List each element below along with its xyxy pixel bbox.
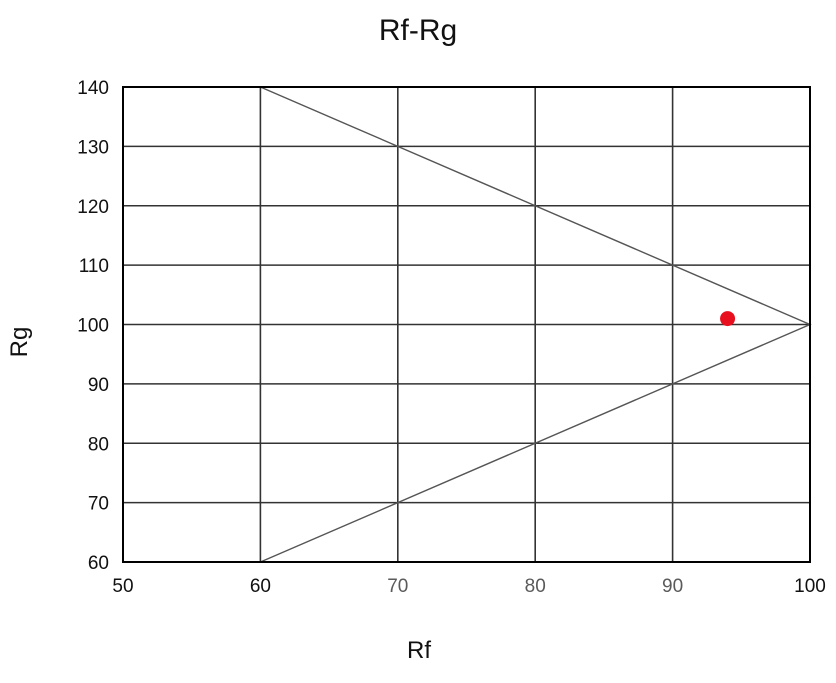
x-tick-label-80: 80	[525, 576, 546, 597]
y-tick-labels: 60 70 80 90 100 110 120 130 140	[77, 78, 109, 574]
x-tick-label-50: 50	[112, 576, 133, 597]
data-points	[720, 311, 736, 327]
y-tick-label-110: 110	[79, 256, 109, 277]
x-tick-label-90: 90	[662, 576, 683, 597]
x-tick-label-70: 70	[387, 576, 408, 597]
data-point-0	[720, 311, 736, 327]
grid-lines	[122, 86, 811, 563]
plot-frame	[122, 86, 811, 563]
y-axis-label: Rg	[6, 327, 33, 358]
y-tick-label-70: 70	[88, 494, 109, 515]
y-tick-label-120: 120	[77, 197, 109, 218]
y-tick-label-60: 60	[88, 553, 109, 574]
chart-title: Rf-Rg	[379, 14, 457, 47]
x-tick-label-100: 100	[794, 576, 826, 597]
y-tick-label-100: 100	[77, 316, 109, 337]
y-tick-label-80: 80	[88, 434, 109, 455]
y-tick-label-130: 130	[77, 137, 109, 158]
x-axis-label: Rf	[407, 637, 431, 664]
x-tick-labels: 50 60 70 80 90 100	[112, 576, 825, 597]
y-tick-label-90: 90	[88, 375, 109, 396]
y-tick-label-140: 140	[77, 78, 109, 99]
x-tick-label-60: 60	[250, 576, 271, 597]
